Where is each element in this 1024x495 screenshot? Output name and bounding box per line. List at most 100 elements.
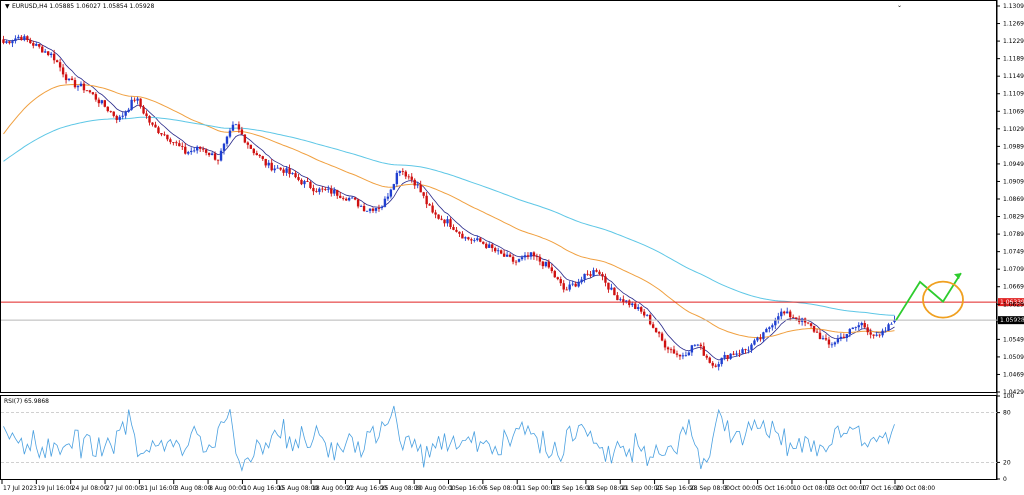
price-tick-label: 1.13090 bbox=[1003, 3, 1024, 10]
price-tick-label: 1.08690 bbox=[1003, 196, 1024, 203]
candle-body bbox=[726, 355, 729, 359]
candle-body bbox=[499, 250, 503, 254]
candle-body bbox=[410, 176, 413, 180]
candle-body bbox=[544, 261, 548, 267]
candle-body bbox=[157, 127, 160, 134]
candle-body bbox=[383, 198, 387, 207]
rsi-tick-label: 20 bbox=[1003, 459, 1011, 466]
candle-body bbox=[100, 100, 104, 104]
candle-body bbox=[121, 115, 124, 117]
candle-body bbox=[473, 240, 476, 241]
candle-body bbox=[297, 177, 300, 180]
candle-body bbox=[312, 187, 315, 192]
candle-body bbox=[55, 60, 59, 63]
time-tick-label: 18 Aug 00:00 bbox=[312, 485, 353, 492]
scroll-marker-icon[interactable]: ⌄ bbox=[897, 2, 902, 9]
candle-body bbox=[637, 307, 640, 309]
price-tick-label: 1.11890 bbox=[1003, 56, 1024, 63]
candle-body bbox=[669, 349, 673, 351]
candle-body bbox=[20, 36, 23, 41]
candle-body bbox=[738, 353, 741, 355]
candle-body bbox=[628, 300, 631, 306]
price-pane[interactable] bbox=[0, 0, 997, 393]
candle-body bbox=[786, 311, 789, 314]
candle-body bbox=[493, 248, 497, 252]
candle-body bbox=[29, 40, 32, 44]
candle-body bbox=[127, 109, 130, 112]
candle-body bbox=[103, 100, 107, 107]
candle-body bbox=[604, 276, 607, 283]
projection-path bbox=[895, 272, 962, 321]
candle-body bbox=[598, 271, 601, 275]
candle-body bbox=[142, 106, 145, 114]
candle-body bbox=[434, 212, 437, 215]
candle-body bbox=[491, 244, 494, 249]
candle-body bbox=[458, 231, 461, 234]
candle-body bbox=[502, 253, 506, 257]
candle-body bbox=[440, 218, 443, 220]
rsi-pane[interactable] bbox=[0, 395, 997, 480]
candle-body bbox=[88, 90, 92, 93]
candle-body bbox=[380, 206, 384, 209]
candle-body bbox=[625, 300, 628, 303]
candle-body bbox=[109, 111, 112, 112]
candle-body bbox=[520, 257, 524, 260]
candle-body bbox=[485, 243, 488, 248]
price-tick-label: 1.05490 bbox=[1003, 336, 1024, 343]
candle-body bbox=[172, 142, 175, 143]
candle-body bbox=[124, 111, 127, 116]
time-tick-label: 27 Jul 00:00 bbox=[106, 485, 142, 492]
candle-body bbox=[765, 328, 768, 333]
candle-body bbox=[541, 261, 545, 267]
candle-body bbox=[175, 142, 178, 144]
price-tick-label: 1.09890 bbox=[1003, 143, 1024, 150]
candle-body bbox=[228, 130, 232, 137]
candle-body bbox=[32, 43, 35, 46]
candle-body bbox=[2, 39, 5, 43]
candle-body bbox=[389, 189, 393, 197]
price-tick-label: 1.04290 bbox=[1003, 389, 1024, 396]
candle-body bbox=[815, 331, 819, 333]
candle-body bbox=[181, 146, 184, 147]
candle-body bbox=[884, 330, 887, 332]
candle-body bbox=[225, 136, 229, 144]
candle-body bbox=[550, 267, 554, 272]
candle-body bbox=[642, 311, 646, 316]
candle-body bbox=[511, 256, 515, 262]
candle-body bbox=[663, 340, 667, 348]
candle-body bbox=[204, 149, 208, 153]
candle-body bbox=[517, 259, 521, 262]
candle-body bbox=[222, 143, 226, 151]
candle-body bbox=[342, 197, 345, 199]
candle-body bbox=[91, 92, 95, 95]
symbol-arrow-icon[interactable]: ▼ bbox=[5, 3, 10, 10]
time-tick-label: 19 Jul 16:00 bbox=[37, 485, 73, 492]
candle-body bbox=[833, 342, 837, 345]
candle-body bbox=[675, 353, 679, 355]
candle-body bbox=[38, 44, 41, 47]
candle-body bbox=[654, 327, 658, 333]
price-tick-label: 1.05090 bbox=[1003, 354, 1024, 361]
candle-body bbox=[61, 67, 65, 75]
candle-body bbox=[11, 41, 14, 44]
price-tick-label: 1.09490 bbox=[1003, 161, 1024, 168]
candle-body bbox=[336, 189, 339, 196]
candle-body bbox=[702, 346, 705, 356]
time-tick-label: 22 Aug 16:00 bbox=[346, 485, 387, 492]
candle-body bbox=[470, 239, 473, 241]
candle-body bbox=[657, 332, 661, 334]
candle-body bbox=[193, 150, 196, 152]
candle-body bbox=[553, 271, 556, 278]
candle-body bbox=[806, 322, 810, 324]
candle-body bbox=[347, 197, 351, 201]
candle-body bbox=[207, 152, 211, 156]
candle-body bbox=[306, 181, 309, 182]
candle-body bbox=[428, 204, 431, 206]
candle-body bbox=[210, 153, 214, 156]
candle-body bbox=[482, 241, 485, 244]
price-tick-label: 1.06290 bbox=[1003, 301, 1024, 308]
time-tick-label: 1 Sep 16:00 bbox=[450, 485, 486, 492]
